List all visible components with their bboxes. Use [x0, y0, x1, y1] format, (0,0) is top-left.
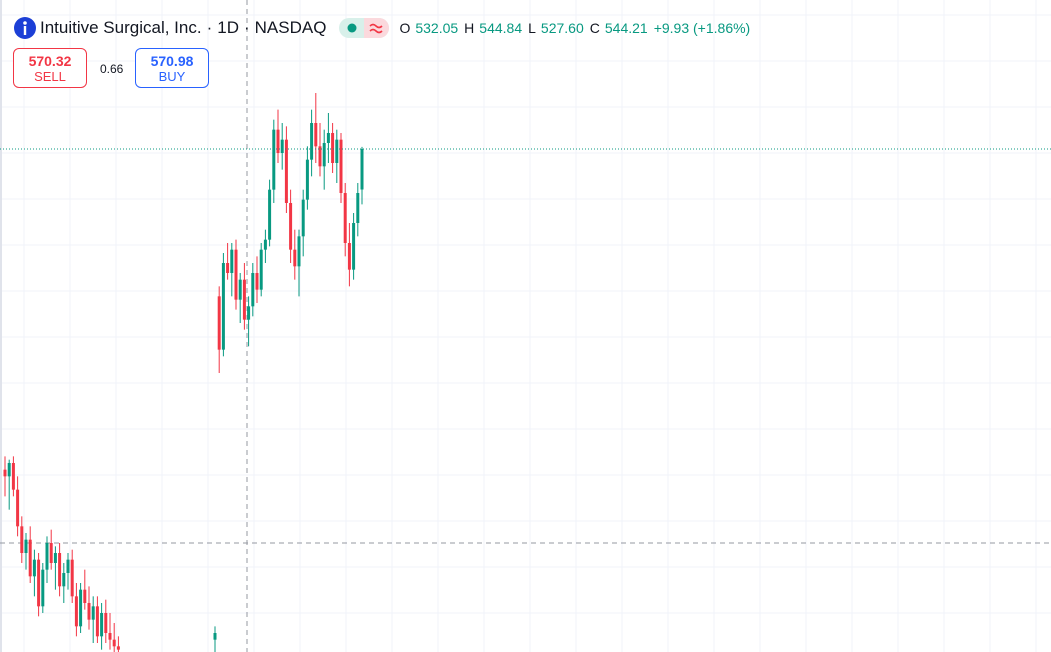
candle-body: [310, 123, 314, 160]
candle-body: [66, 559, 70, 573]
ohlc-value: 544.21: [604, 20, 648, 36]
candle-body: [74, 596, 78, 627]
candle-body: [314, 123, 318, 147]
candle-body: [326, 133, 330, 143]
separator: ·: [243, 18, 250, 37]
ohlc-label: L: [528, 20, 536, 36]
candle-body: [297, 236, 301, 267]
candle-body: [24, 539, 28, 553]
candle-body: [213, 633, 217, 640]
candle-body: [343, 193, 347, 243]
candle-body: [100, 613, 104, 637]
ohlc-value: 544.84: [479, 20, 523, 36]
candle-body: [335, 139, 339, 163]
candle-body: [95, 606, 99, 637]
candle-body: [263, 239, 267, 250]
interval[interactable]: 1D: [217, 18, 239, 37]
candle-body: [32, 559, 36, 577]
buy-label: BUY: [158, 69, 186, 84]
candle-body: [79, 589, 83, 627]
candle-body: [41, 569, 45, 607]
candle-body: [352, 223, 356, 270]
candle-body: [16, 489, 20, 527]
candle-body: [255, 273, 259, 290]
candle-body: [259, 249, 263, 290]
ohlc-label: H: [464, 20, 475, 36]
candle-body: [289, 203, 293, 250]
ohlc-label: O: [399, 20, 411, 36]
candle-body: [331, 133, 335, 163]
sell-label: SELL: [34, 69, 66, 84]
price-change: +9.93 (+1.86%): [653, 20, 751, 36]
candle-body: [45, 543, 49, 570]
candle-body: [217, 296, 221, 350]
ohlc-value: 532.05: [415, 20, 459, 36]
candle-body: [234, 249, 238, 300]
ohlc-label: C: [589, 20, 600, 36]
candle-body: [322, 143, 326, 167]
candle-body: [7, 463, 11, 477]
candle-body: [301, 199, 305, 237]
candle-body: [280, 139, 284, 153]
candle-body: [339, 139, 343, 193]
candle-body: [238, 279, 242, 300]
buy-price: 570.98: [150, 53, 194, 69]
separator: ·: [206, 18, 213, 37]
buy-button[interactable]: 570.98 BUY: [135, 48, 209, 88]
candle-body: [70, 559, 74, 597]
candle-body: [251, 273, 255, 307]
candle-body: [272, 129, 276, 190]
candle-body: [87, 603, 91, 620]
ohlc-values: O 532.05 H 544.84 L 527.60 C 544.21 +9.93 (+1.86…: [399, 20, 756, 36]
candle-body: [284, 139, 288, 203]
sell-button[interactable]: 570.32 SELL: [13, 48, 87, 88]
symbol-header: Intuitive Surgical, Inc. · 1D · NASDAQ O…: [14, 17, 756, 39]
sell-price: 570.32: [28, 53, 72, 69]
ohlc-value: 527.60: [540, 20, 584, 36]
candle-body: [3, 469, 7, 477]
candle-body: [116, 646, 120, 650]
candle-body: [37, 559, 41, 607]
candle-body: [20, 526, 24, 553]
symbol[interactable]: Intuitive Surgical, Inc.: [40, 18, 202, 37]
exchange: NASDAQ: [254, 18, 327, 37]
candle-body: [112, 639, 116, 647]
candle-body: [318, 146, 322, 167]
candle-body: [360, 148, 364, 190]
candle-body: [91, 606, 95, 620]
candle-body: [247, 306, 251, 320]
candle-body: [28, 539, 32, 577]
candle-body: [221, 263, 225, 350]
candle-body: [11, 463, 15, 490]
candle-body: [49, 543, 53, 563]
candle-body: [53, 553, 57, 563]
candle-body: [230, 249, 234, 273]
candle-body: [276, 129, 280, 153]
candle-body: [305, 159, 309, 200]
candle-body: [293, 249, 297, 267]
candle-body: [83, 589, 87, 603]
candle-body: [62, 573, 66, 587]
candle-body: [268, 189, 272, 240]
candle-body: [58, 553, 62, 587]
status-pill[interactable]: [339, 17, 390, 39]
candle-body: [226, 263, 230, 273]
candle-body: [108, 633, 112, 640]
spread: 0.66: [100, 62, 124, 76]
logo: [14, 17, 36, 39]
candle-body: [347, 243, 351, 270]
candle-body: [242, 279, 246, 320]
candle-body: [104, 613, 108, 633]
candle-body: [356, 193, 360, 223]
